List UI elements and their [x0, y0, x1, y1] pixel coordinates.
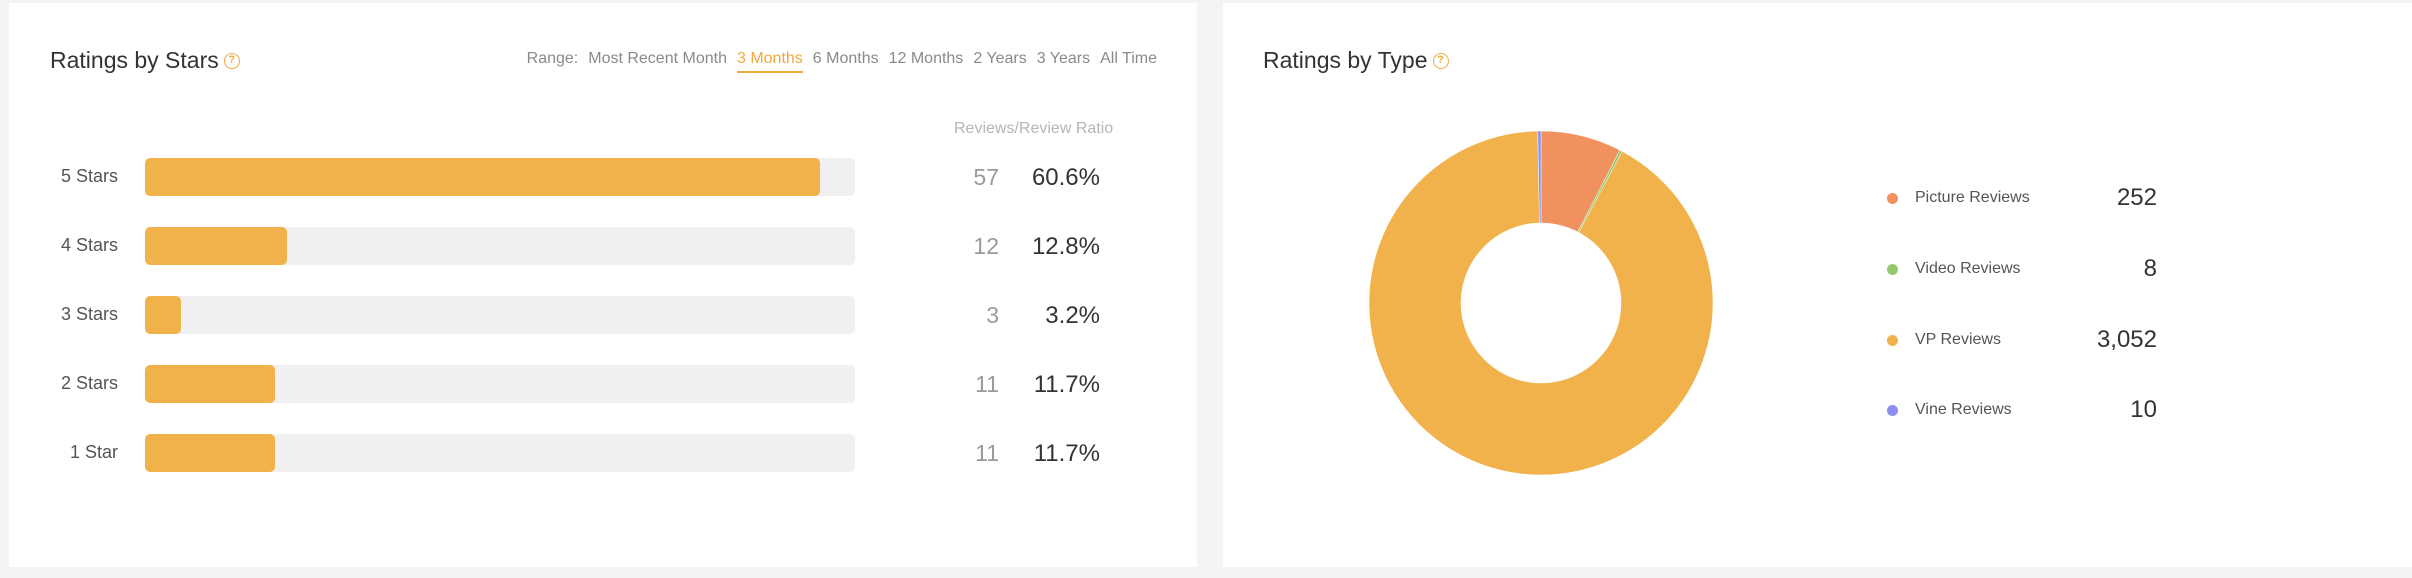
bar-track [145, 158, 855, 196]
bar-track [145, 227, 855, 265]
star-row: 4 Stars 12 12.8% [9, 227, 1197, 265]
type-card-title-text: Ratings by Type [1263, 47, 1428, 73]
ratio-column-header: Reviews/Review Ratio [954, 120, 1114, 137]
legend-item-vine-reviews[interactable]: Vine Reviews 10 [1887, 395, 2157, 425]
star-count: 3 [986, 302, 999, 328]
star-count: 11 [975, 371, 999, 397]
legend-dot [1887, 405, 1898, 416]
legend-item-vp-reviews[interactable]: VP Reviews 3,052 [1887, 325, 2157, 355]
star-percent: 60.6% [1031, 164, 1100, 191]
question-circle-icon[interactable]: ? [223, 52, 240, 69]
legend-label: VP Reviews [1915, 331, 2001, 348]
range-option-most-recent-month[interactable]: Most Recent Month [588, 50, 727, 67]
legend-value: 252 [2116, 184, 2157, 211]
bar-track [145, 296, 855, 334]
range-option-3-months[interactable]: 3 Months [736, 50, 803, 73]
range-option-3-years[interactable]: 3 Years [1036, 50, 1091, 67]
range-option-6-months[interactable]: 6 Months [812, 50, 879, 67]
legend-dot [1887, 335, 1898, 346]
star-row: 1 Star 11 11.7% [9, 434, 1197, 472]
bar-fill [145, 365, 275, 403]
bar-fill [145, 434, 275, 472]
range-option-12-months[interactable]: 12 Months [888, 50, 964, 67]
range-option-all-time[interactable]: All Time [1100, 50, 1157, 67]
stars-card-title: Ratings by Stars ? [50, 47, 240, 74]
legend-value: 8 [2143, 255, 2157, 282]
star-percent: 3.2% [1045, 302, 1100, 329]
range-option-2-years[interactable]: 2 Years [973, 50, 1027, 67]
stars-card-title-text: Ratings by Stars [50, 47, 219, 73]
star-label: 4 Stars [60, 235, 118, 255]
star-count: 11 [975, 440, 999, 466]
range-label: Range: [526, 50, 579, 67]
donut-slice-vine-reviews[interactable] [1537, 130, 1542, 224]
ratings-by-type-card: Ratings by Type ? Picture Reviews 252 Vi… [1223, 3, 2412, 567]
star-percent: 11.7% [1033, 440, 1100, 467]
legend-item-picture-reviews[interactable]: Picture Reviews 252 [1887, 183, 2157, 213]
donut-slice-vp-reviews[interactable] [1368, 130, 1714, 476]
star-label: 2 Stars [60, 373, 118, 393]
question-circle-icon[interactable]: ? [1432, 52, 1449, 69]
legend-label: Picture Reviews [1915, 189, 2030, 206]
star-label: 3 Stars [60, 304, 118, 324]
ratings-by-stars-card: Ratings by Stars ? Range: Most Recent Mo… [9, 3, 1197, 567]
star-label: 1 Star [69, 442, 118, 462]
legend-item-video-reviews[interactable]: Video Reviews 8 [1887, 254, 2157, 284]
star-label: 5 Stars [60, 166, 118, 186]
type-card-title: Ratings by Type ? [1263, 47, 1449, 74]
star-count: 57 [973, 164, 999, 190]
bar-fill [145, 158, 820, 196]
legend-value: 3,052 [2096, 326, 2157, 353]
star-percent: 12.8% [1031, 233, 1100, 260]
ratings-type-donut-chart [1368, 130, 1714, 476]
star-count: 12 [973, 233, 999, 259]
legend-dot [1887, 193, 1898, 204]
legend-dot [1887, 264, 1898, 275]
star-row: 2 Stars 11 11.7% [9, 365, 1197, 403]
bar-fill [145, 296, 181, 334]
range-selector: Range: Most Recent Month 3 Months 6 Mont… [527, 50, 1157, 73]
legend-value: 10 [2130, 396, 2157, 423]
star-percent: 11.7% [1033, 371, 1100, 398]
bar-track [145, 434, 855, 472]
bar-fill [145, 227, 287, 265]
star-row: 3 Stars 3 3.2% [9, 296, 1197, 334]
bar-track [145, 365, 855, 403]
star-row: 5 Stars 57 60.6% [9, 158, 1197, 196]
legend-label: Vine Reviews [1915, 401, 2012, 418]
legend-label: Video Reviews [1915, 260, 2021, 277]
